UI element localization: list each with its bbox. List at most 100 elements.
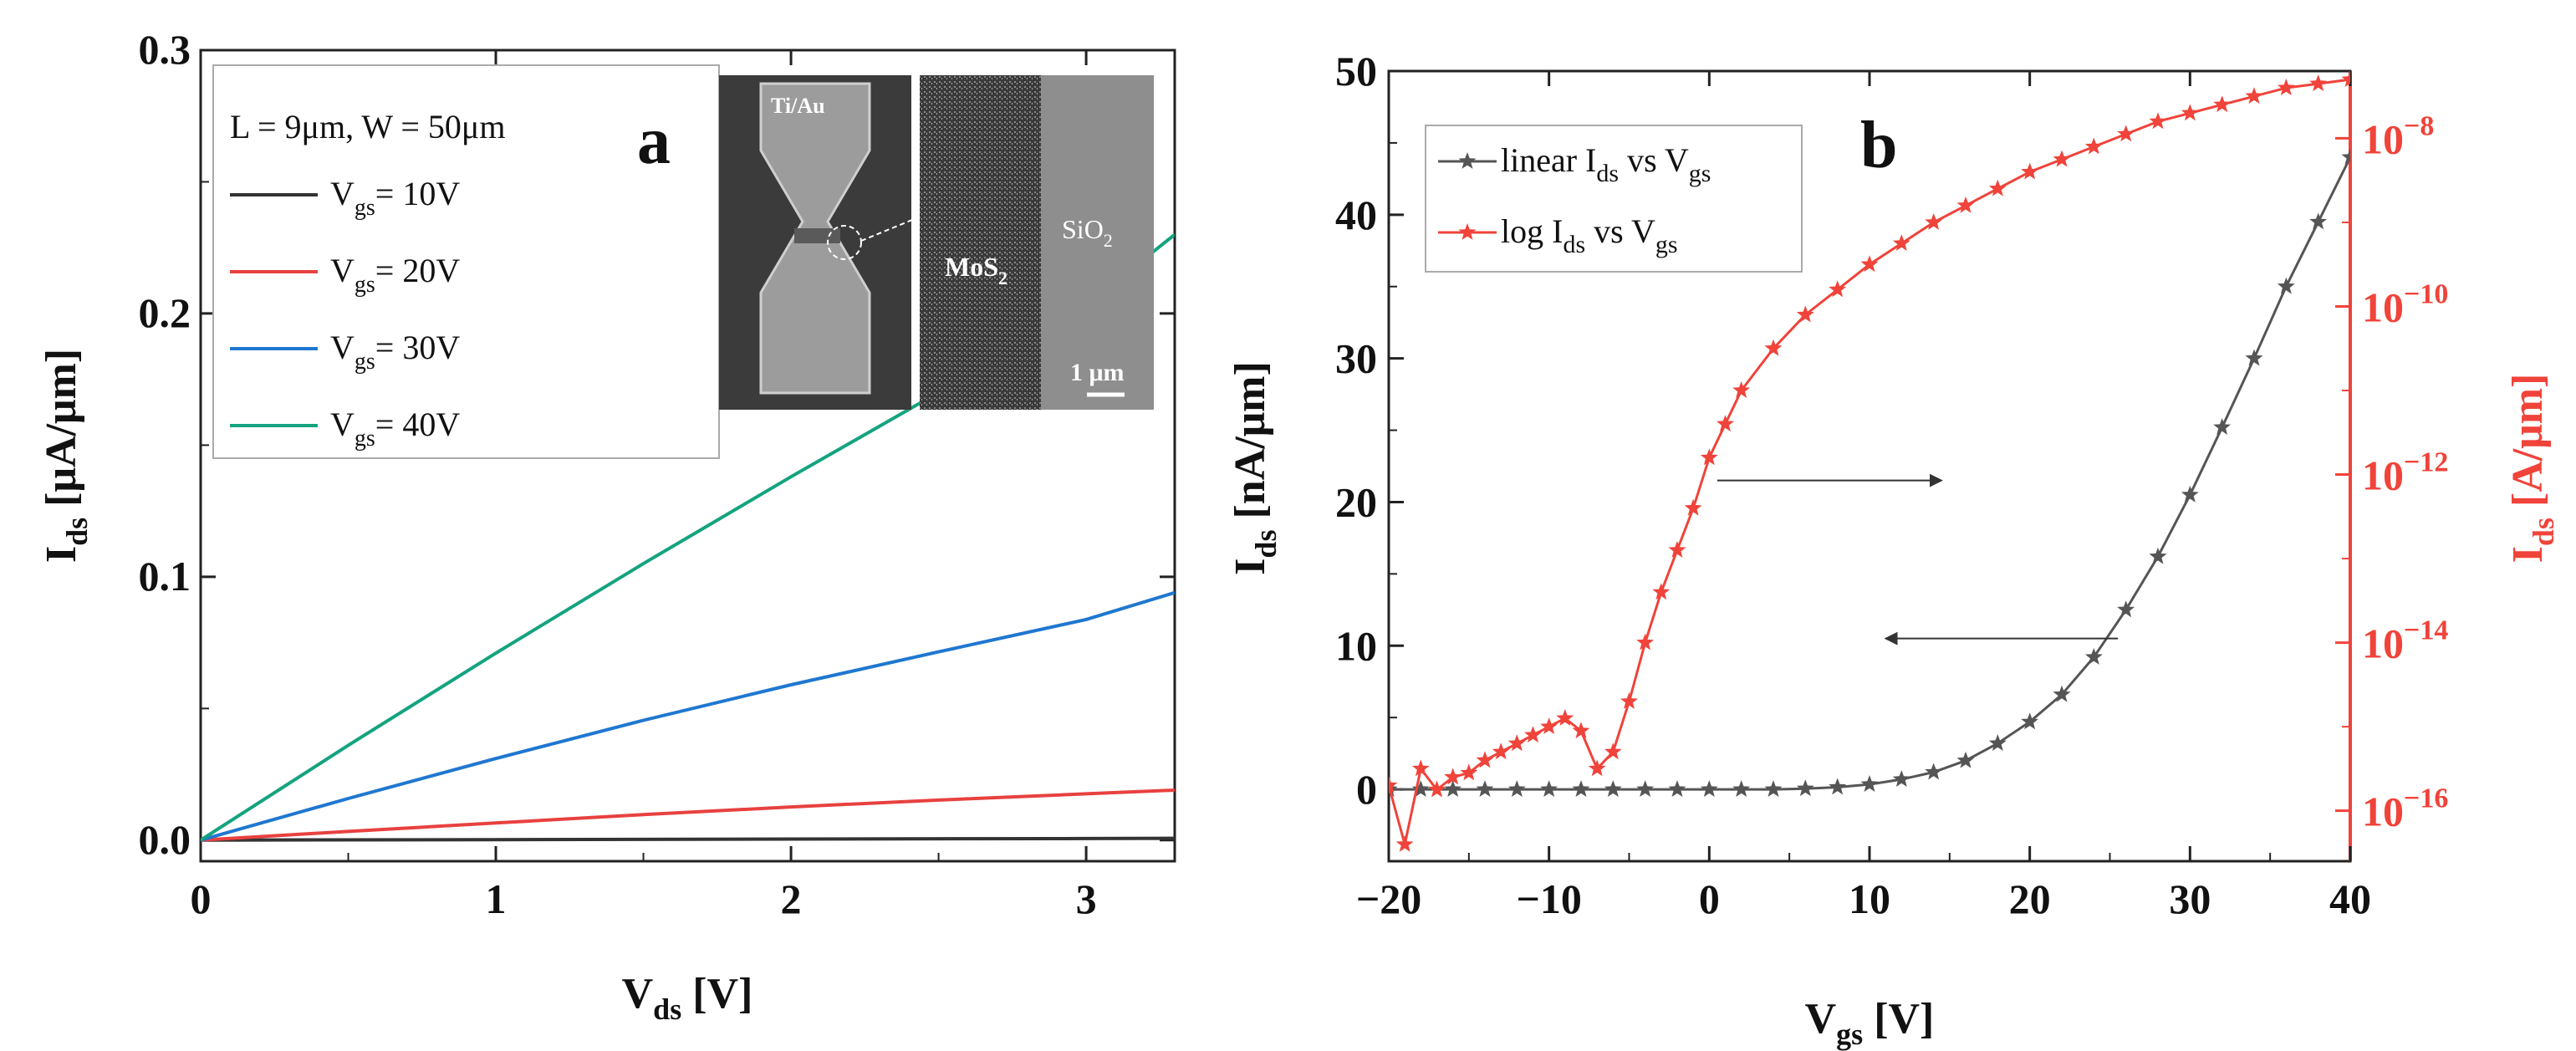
b-ytick-label: 30 [1335,335,1377,382]
b-y2tick-label: 10−8 [2362,110,2434,162]
legend-a-item: Vgs= 30V [330,329,460,375]
data-point-log [1588,759,1606,777]
panel-b-xlabel: Vgs [V] [1805,995,1935,1051]
a-xtick-label: 2 [781,875,802,922]
legend-b-marker [1458,152,1477,169]
a-xtick-label: 0 [191,875,212,922]
data-point-log [1636,633,1655,650]
a-xtick-label: 3 [1076,875,1097,922]
panel-a-ticks: 0 1 2 3 0.0 0.1 0.2 0.3 [139,26,1175,922]
b-xtick-label: −20 [1356,875,1422,922]
legend-a-item: Vgs= 40V [330,406,460,452]
data-point-linear [2309,212,2328,230]
panel-a-ylabel: Ids [μA/μm] [38,349,94,563]
b-ytick-label: 10 [1335,622,1377,669]
data-point-log [1700,448,1718,466]
data-point-linear [1572,780,1590,797]
data-point-log [1829,280,1847,298]
data-point-log [1540,717,1558,734]
data-point-linear [1956,751,1975,768]
data-point-linear [1892,770,1910,787]
b-ytick-label: 50 [1335,48,1377,94]
panel-b-chart: −20 −10 0 10 20 30 40 0 10 20 30 40 50 10−16 10−14 10−1… [1227,48,2560,1051]
series-line-vgs-30V [201,590,1175,842]
data-point-linear [2181,485,2199,503]
data-point-linear [2084,648,2103,665]
b-xtick-label: 20 [2009,875,2051,922]
panel-b-legend: linear Ids vs Vgs log Ids vs Vgs [1425,125,1803,273]
data-point-log [1732,381,1751,398]
data-point-linear [2053,685,2071,702]
inset-label-sio2: SiO2 [1062,214,1113,251]
data-point-log [1389,776,1398,793]
panel-a-xlabel: Vds [V] [622,970,753,1026]
legend-a-item: Vgs= 10V [330,175,460,221]
data-point-log [2181,104,2199,121]
legend-b-marker [1458,223,1477,240]
data-point-log [2084,137,2103,155]
b-y2tick-label: 10−16 [2362,783,2448,835]
legend-b-box [1425,125,1803,273]
b-xtick-label: 0 [1699,875,1720,922]
data-point-log [1572,722,1590,739]
data-point-log [1684,498,1702,516]
panel-b-y2label: Ids [A/μm] [2504,374,2560,564]
b-xtick-label: 30 [2169,875,2211,922]
b-xtick-label: 40 [2329,875,2371,922]
data-point-linear [1732,780,1751,797]
data-point-log [1524,726,1542,743]
data-point-log [1988,179,2007,196]
data-point-log [1395,834,1414,852]
inset-mid-panel [920,75,1041,410]
inset-scale-label: 1 μm [1070,359,1125,386]
inset-micrograph: Ti/Au MoS2 SiO2 1 μm [719,75,1154,410]
data-point-linear [2245,349,2263,366]
zoom-circle [827,225,862,260]
data-point-log [1796,305,1814,323]
data-point-log [1764,339,1783,356]
data-point-linear [1668,780,1686,797]
series-line-vgs-20V [201,788,1175,842]
data-point-linear [2117,600,2135,618]
data-point-log [1620,692,1638,709]
inset-label-ti-au: Ti/Au [771,94,825,118]
b-y2tick-label: 10−14 [2362,615,2448,667]
data-point-linear [1411,780,1430,797]
data-point-log [1507,734,1526,752]
data-point-linear [1988,734,2007,751]
panel-b-label: b [1860,109,1898,182]
data-point-linear [2213,418,2232,435]
a-ytick-label: 0.2 [139,289,191,336]
panel-a-frame [199,48,1176,863]
data-point-linear [1796,779,1814,797]
panel-b-series [1389,71,2350,852]
a-ytick-label: 0.3 [139,26,191,73]
panel-a-legend: L = 9μm, W = 50μm Vgs= 10V Vgs= 20V Vgs= 3… [212,64,720,459]
data-point-linear [1829,778,1847,795]
data-point-log [2021,162,2039,180]
data-point-log [2309,74,2328,91]
b-xtick-label: 10 [1849,875,1890,922]
data-point-log [2213,95,2232,113]
data-point-log [1925,213,1943,230]
b-y2tick-label: 10−12 [2362,447,2448,499]
data-point-linear [2149,547,2167,564]
inset-label-mos2: MoS2 [945,252,1007,288]
a-ytick-label: 0.1 [139,553,191,599]
b-ytick-label: 40 [1335,191,1377,238]
legend-a-item: Vgs= 20V [330,252,460,298]
data-point-linear [2341,148,2350,165]
panel-b-ylabel: Ids [nA/μm] [1227,361,1283,575]
legend-a-header: L = 9μm, W = 50μm [230,108,506,145]
b-ytick-label: 0 [1356,766,1377,813]
data-point-linear [1444,780,1462,797]
data-point-linear [1636,780,1655,797]
data-point-linear [2277,277,2295,294]
b-y2tick-label: 10−10 [2362,278,2448,330]
b-ytick-label: 20 [1335,478,1377,525]
data-point-linear [1764,780,1783,797]
data-point-linear [1604,780,1622,797]
panel-a-chart: 0 1 2 3 0.0 0.1 0.2 0.3 L = 9μm, W = 50μm Vgs= … [38,26,1176,1026]
data-point-log [1716,415,1734,432]
